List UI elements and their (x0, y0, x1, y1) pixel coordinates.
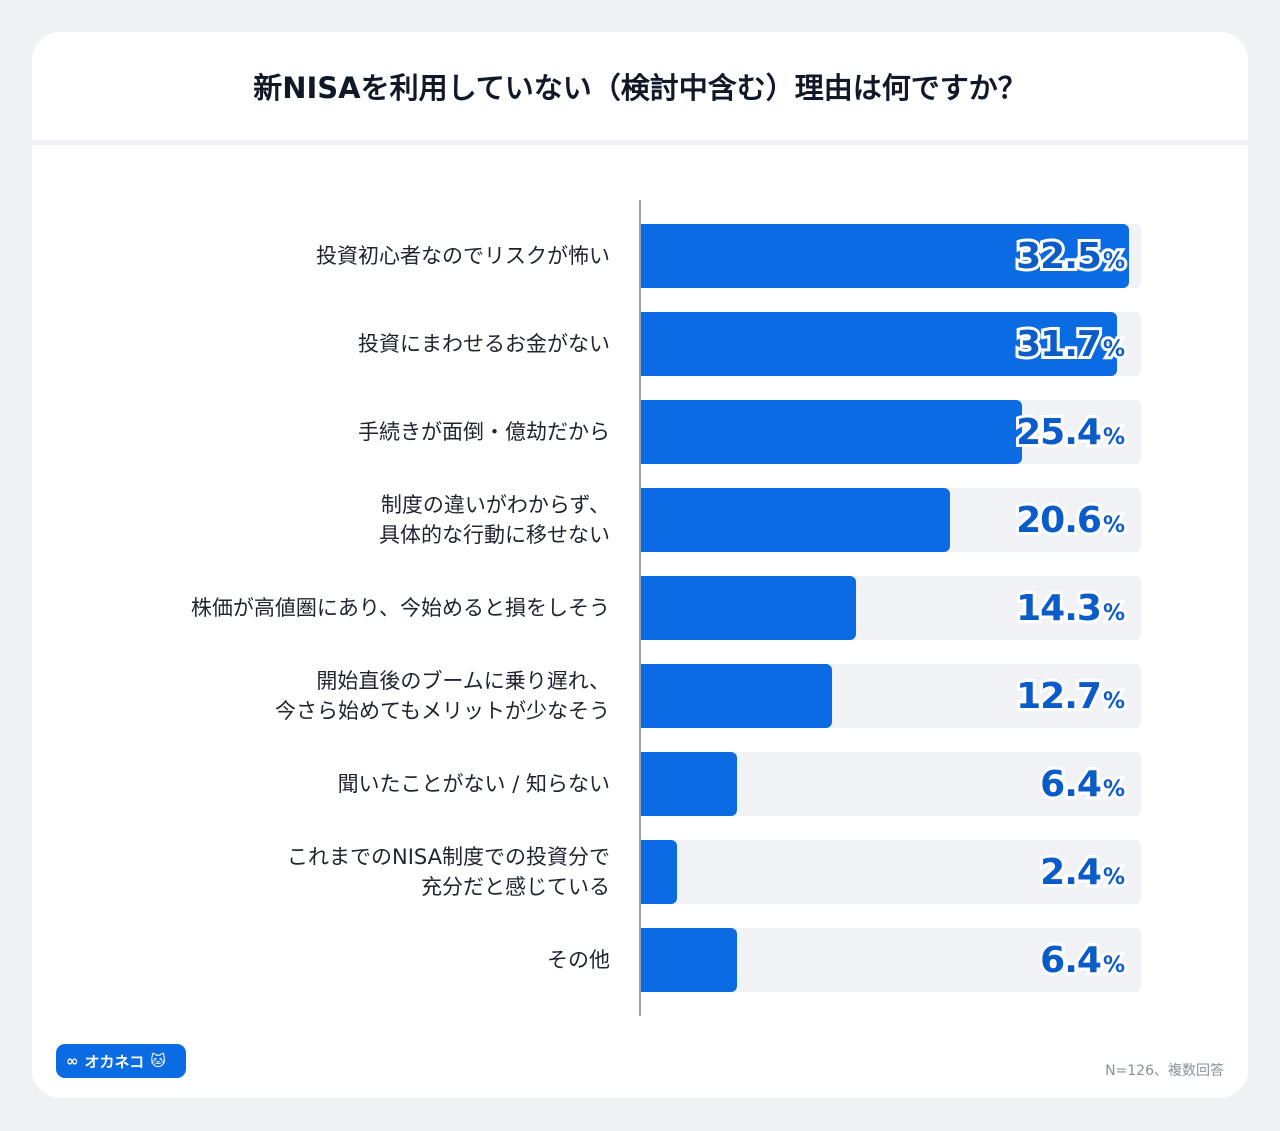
category-label: 手続きが面倒・億劫だから (358, 420, 610, 444)
category-label: 投資にまわせるお金がない (358, 332, 610, 356)
bar-row: これまでのNISA制度での投資分で 充分だと感じている 2.4% (32, 840, 1248, 904)
percent-unit: % (1100, 598, 1128, 629)
bar-row: その他 6.4% (32, 928, 1248, 992)
category-label: その他 (547, 948, 610, 972)
value-label: 6.4% (1037, 752, 1128, 816)
bar (641, 928, 737, 992)
bar-track (641, 840, 1141, 904)
value-label: 6.4% (1037, 928, 1128, 992)
bar-row: 手続きが面倒・億劫だから 25.4% (32, 400, 1248, 464)
category-label: これまでのNISA制度での投資分で 充分だと感じている (287, 845, 610, 899)
sample-note: N=126、複数回答 (1105, 1063, 1224, 1079)
percent-unit: % (1100, 686, 1128, 717)
value-number: 6.4 (1037, 761, 1105, 808)
percent-unit: % (1100, 862, 1128, 893)
bar-row: 制度の違いがわからず、 具体的な行動に移せない 20.6% (32, 488, 1248, 552)
value-label: 32.5% (1013, 224, 1128, 288)
value-number: 14.3 (1013, 585, 1105, 632)
bar-row: 聞いたことがない / 知らない 6.4% (32, 752, 1248, 816)
bar (641, 400, 1022, 464)
bar (641, 840, 677, 904)
value-label: 31.7% (1013, 312, 1128, 376)
bar (641, 576, 856, 640)
value-number: 25.4 (1013, 409, 1105, 456)
bar (641, 312, 1117, 376)
chart-title: 新NISAを利用していない（検討中含む）理由は何ですか？ (32, 32, 1248, 145)
percent-unit: % (1100, 774, 1128, 805)
bar (641, 488, 950, 552)
cat-icon: 🐱 (150, 1052, 166, 1070)
value-number: 12.7 (1013, 673, 1105, 720)
category-label: 投資初心者なのでリスクが怖い (316, 244, 610, 268)
bar-row: 株価が高値圏にあり、今始めると損をしそう 14.3% (32, 576, 1248, 640)
bar-row: 投資にまわせるお金がない 31.7% (32, 312, 1248, 376)
value-label: 25.4% (1013, 400, 1128, 464)
percent-unit: % (1100, 422, 1128, 453)
value-number: 6.4 (1037, 937, 1105, 984)
value-number: 20.6 (1013, 497, 1105, 544)
okaneko-logo: ∞ オカネコ 🐱 (56, 1044, 186, 1078)
bar (641, 224, 1129, 288)
value-number: 2.4 (1037, 849, 1105, 896)
chart-card: 新NISAを利用していない（検討中含む）理由は何ですか？ 投資初心者なのでリスク… (32, 32, 1248, 1098)
bar-row: 投資初心者なのでリスクが怖い 32.5% (32, 224, 1248, 288)
category-label: 聞いたことがない / 知らない (337, 772, 610, 796)
infinity-icon: ∞ (66, 1052, 79, 1070)
logo-text: オカネコ (84, 1052, 145, 1071)
value-number: 32.5 (1013, 233, 1105, 280)
percent-unit: % (1100, 246, 1128, 277)
y-axis-line (639, 200, 641, 1016)
percent-unit: % (1100, 510, 1128, 541)
value-label: 14.3% (1013, 576, 1128, 640)
category-label: 制度の違いがわからず、 具体的な行動に移せない (379, 493, 610, 547)
value-label: 20.6% (1013, 488, 1128, 552)
bar (641, 664, 832, 728)
bar (641, 752, 737, 816)
bar-row: 開始直後のブームに乗り遅れ、 今さら始めてもメリットが少なそう 12.7% (32, 664, 1248, 728)
category-label: 株価が高値圏にあり、今始めると損をしそう (190, 596, 610, 620)
percent-unit: % (1100, 950, 1128, 981)
value-label: 2.4% (1037, 840, 1128, 904)
percent-unit: % (1100, 334, 1128, 365)
value-number: 31.7 (1013, 321, 1105, 368)
category-label: 開始直後のブームに乗り遅れ、 今さら始めてもメリットが少なそう (275, 669, 610, 723)
value-label: 12.7% (1013, 664, 1128, 728)
